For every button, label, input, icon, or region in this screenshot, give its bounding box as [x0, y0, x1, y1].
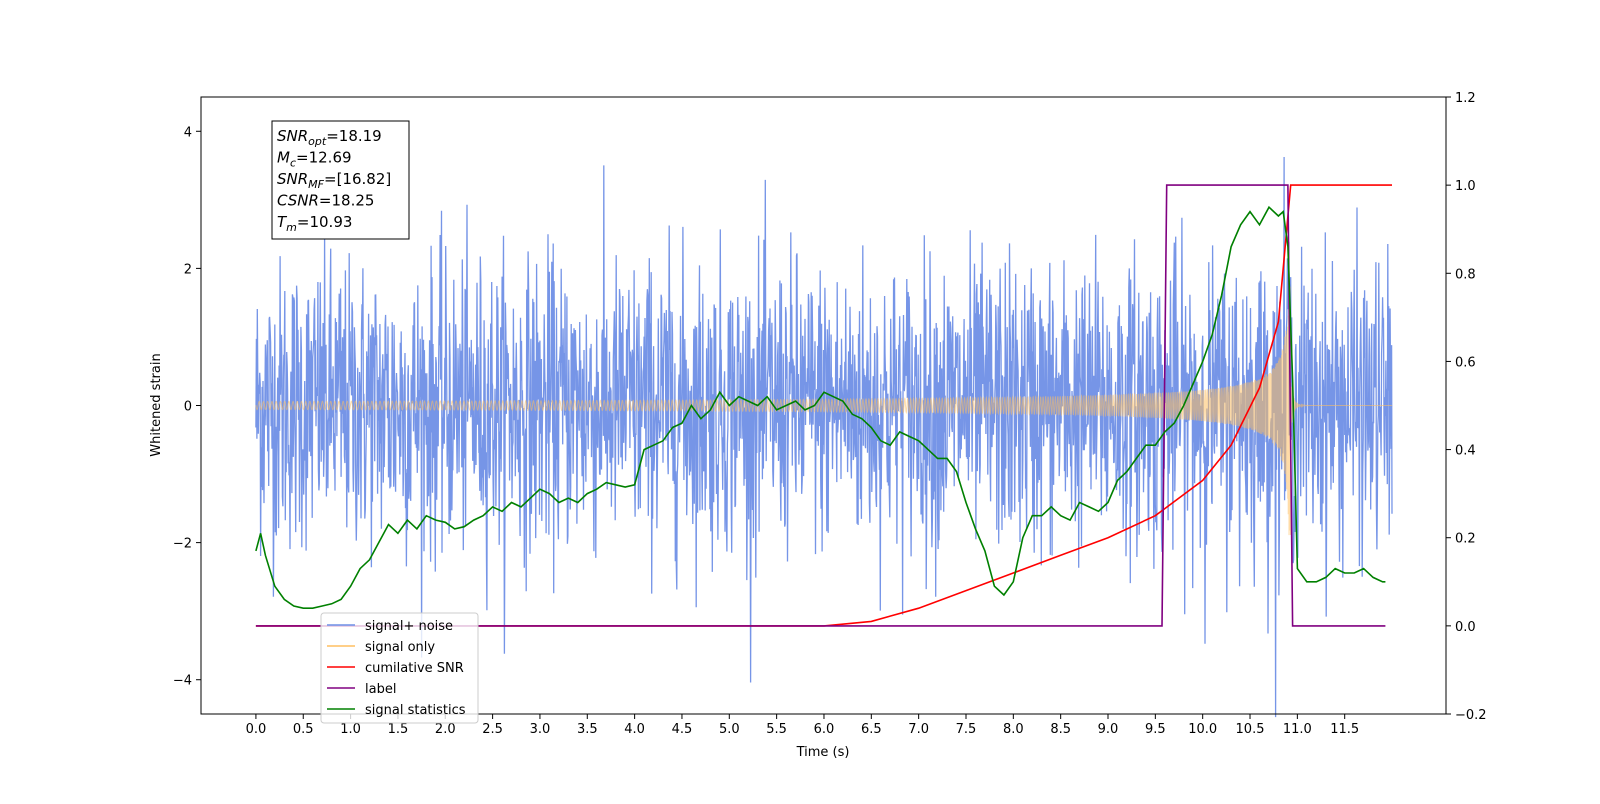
y2-tick-label: 0.8: [1455, 267, 1476, 282]
y2-tick-label: −0.2: [1455, 708, 1487, 723]
series-signal-only: [255, 283, 1392, 536]
x-tick-label: 5.0: [719, 722, 740, 737]
x-tick-label: 4.0: [624, 722, 645, 737]
info-line: SNRopt=18.19: [277, 127, 382, 148]
x-tick-label: 6.0: [814, 722, 835, 737]
legend-label: signal statistics: [365, 703, 466, 718]
x-tick-label: 11.0: [1283, 722, 1312, 737]
legend: signal+ noise signal only cumilative SNR la…: [320, 612, 479, 724]
x-tick-label: 10.5: [1236, 722, 1265, 737]
y2-tick-label: 1.0: [1455, 179, 1476, 194]
x-tick-label: 3.5: [577, 722, 598, 737]
x-axis-label: Time (s): [796, 745, 850, 760]
y-tick-label: 0: [184, 400, 192, 415]
series-signal-noise: [255, 156, 1393, 718]
x-tick-label: 0.5: [293, 722, 314, 737]
y2-tick-label: 1.2: [1455, 91, 1476, 106]
info-line: Mc=12.69: [277, 149, 352, 170]
x-tick-label: 1.5: [388, 722, 409, 737]
series-signal-statistics: [255, 205, 1386, 609]
x-axis: 0.0 0.5 1.0 1.5 2.0 2.5 3.0 3.5 4.0 4.5 5.0 5.5 6.0 6…: [246, 714, 1359, 737]
series-cumilative-snr: [255, 184, 1392, 627]
y2-tick-label: 0.6: [1455, 355, 1476, 370]
y2-tick-label: 0.2: [1455, 532, 1476, 547]
x-tick-label: 2.5: [482, 722, 503, 737]
x-tick-label: 2.0: [435, 722, 456, 737]
y-tick-label: 2: [184, 262, 192, 277]
info-line: SNRMF=[16.82]: [277, 170, 391, 191]
plot-area: [255, 156, 1393, 718]
x-tick-label: 4.5: [672, 722, 693, 737]
info-line: CSNR=18.25: [277, 192, 374, 210]
legend-label: signal only: [365, 640, 435, 655]
x-tick-label: 6.5: [861, 722, 882, 737]
x-tick-label: 10.0: [1188, 722, 1217, 737]
legend-frame: [320, 612, 479, 724]
x-tick-label: 11.5: [1330, 722, 1359, 737]
x-tick-label: 5.5: [766, 722, 787, 737]
y2-tick-label: 0.4: [1455, 444, 1476, 459]
x-tick-label: 7.0: [908, 722, 929, 737]
y2-tick-label: 0.0: [1455, 620, 1476, 635]
y-axis-left: 4 2 0 −2 −4: [173, 125, 201, 689]
info-box-frame: [271, 120, 410, 240]
y-axis-right: 1.2 1.0 0.8 0.6 0.4 0.2 0.0 −0.2: [1446, 91, 1487, 723]
info-box: SNRopt=18.19Mc=12.69SNRMF=[16.82]CSNR=18…: [271, 120, 410, 240]
x-tick-label: 9.5: [1145, 722, 1166, 737]
x-tick-label: 0.0: [246, 722, 267, 737]
x-tick-label: 1.0: [340, 722, 361, 737]
y-axis-label: Whitened strain: [149, 353, 164, 456]
legend-label: label: [365, 682, 396, 697]
y-tick-label: −4: [173, 674, 192, 689]
series-label: [255, 184, 1386, 627]
info-line: Tm=10.93: [277, 213, 352, 234]
y-tick-label: −2: [173, 537, 192, 552]
legend-label: cumilative SNR: [365, 661, 464, 676]
x-tick-label: 8.0: [1003, 722, 1024, 737]
x-tick-label: 7.5: [956, 722, 977, 737]
x-tick-label: 3.0: [530, 722, 551, 737]
x-tick-label: 9.0: [1098, 722, 1119, 737]
x-tick-label: 8.5: [1050, 722, 1071, 737]
y-tick-label: 4: [184, 125, 192, 140]
legend-label: signal+ noise: [365, 619, 453, 634]
